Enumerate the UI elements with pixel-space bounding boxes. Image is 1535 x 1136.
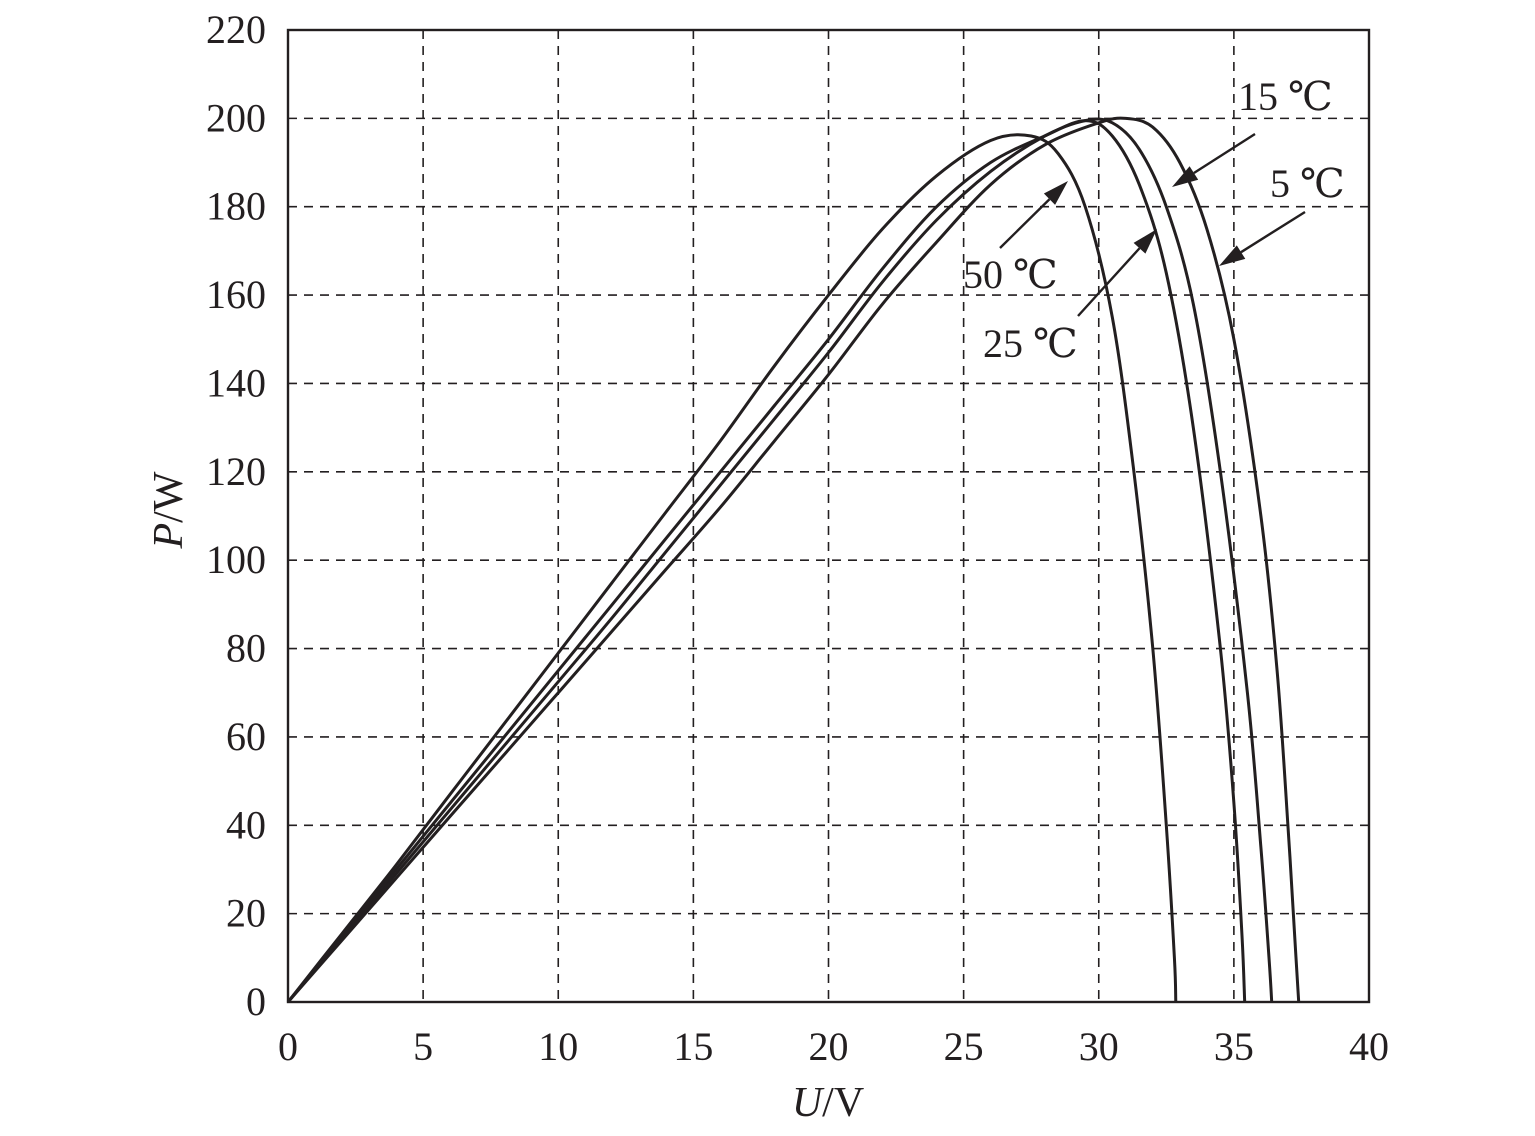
- annotation-arrow-line: [1240, 210, 1306, 254]
- annotation-label: 50 ℃: [963, 252, 1058, 297]
- x-tick-label: 30: [1079, 1024, 1119, 1069]
- x-tick-label: 40: [1349, 1024, 1389, 1069]
- x-tick-label: 10: [538, 1024, 578, 1069]
- grid: [288, 30, 1369, 1002]
- curves: [286, 116, 1301, 1003]
- y-tick-label: 80: [226, 626, 266, 671]
- annotation-arrow-head: [1133, 229, 1157, 254]
- y-tick-label: 40: [226, 802, 266, 847]
- annotations: 15 ℃ 5 ℃ 50 ℃ 25 ℃: [963, 74, 1345, 366]
- annotation-label: 25 ℃: [983, 321, 1078, 366]
- x-tick-label: 0: [278, 1024, 298, 1069]
- x-tick-label: 5: [413, 1024, 433, 1069]
- x-tick-label: 35: [1214, 1024, 1254, 1069]
- annotation-arrow-line: [1077, 247, 1141, 317]
- y-tick-label: 180: [206, 184, 266, 229]
- annotation-label: 15 ℃: [1238, 74, 1333, 119]
- y-tick-label: 0: [246, 979, 266, 1024]
- y-tick-label: 100: [206, 537, 266, 582]
- y-tick-label: 200: [206, 95, 266, 140]
- y-tick-label: 140: [206, 360, 266, 405]
- y-tick-label: 220: [206, 7, 266, 52]
- x-tick-label: 25: [944, 1024, 984, 1069]
- y-tick-label: 160: [206, 272, 266, 317]
- x-tick-label: 20: [809, 1024, 849, 1069]
- x-axis-title: U/V: [792, 1080, 864, 1126]
- series-line-0: [286, 116, 1301, 1003]
- x-tick-labels: 0 5 10 15 20 25 30 35 40: [278, 1024, 1389, 1069]
- plot-frame: [286, 28, 1371, 1004]
- annotation-label: 5 ℃: [1270, 161, 1345, 206]
- annotation-arrow-head: [1219, 245, 1246, 266]
- annotation-arrow-line: [999, 198, 1051, 249]
- annotation-arrow-line: [1193, 132, 1256, 175]
- y-tick-label: 20: [226, 891, 266, 936]
- annotation-arrow-head: [1172, 166, 1199, 187]
- annotation-arrow-head: [1043, 181, 1068, 205]
- series-line-3: [286, 133, 1178, 1003]
- y-tick-label: 60: [226, 714, 266, 759]
- x-tick-label: 15: [673, 1024, 713, 1069]
- series-line-1: [286, 117, 1274, 1003]
- series-line-2: [286, 119, 1247, 1003]
- y-tick-label: 120: [206, 449, 266, 494]
- y-tick-labels: 0 20 40 60 80 100 120 140 160 180 200 220: [206, 7, 266, 1024]
- y-axis-title: P/W: [146, 471, 192, 549]
